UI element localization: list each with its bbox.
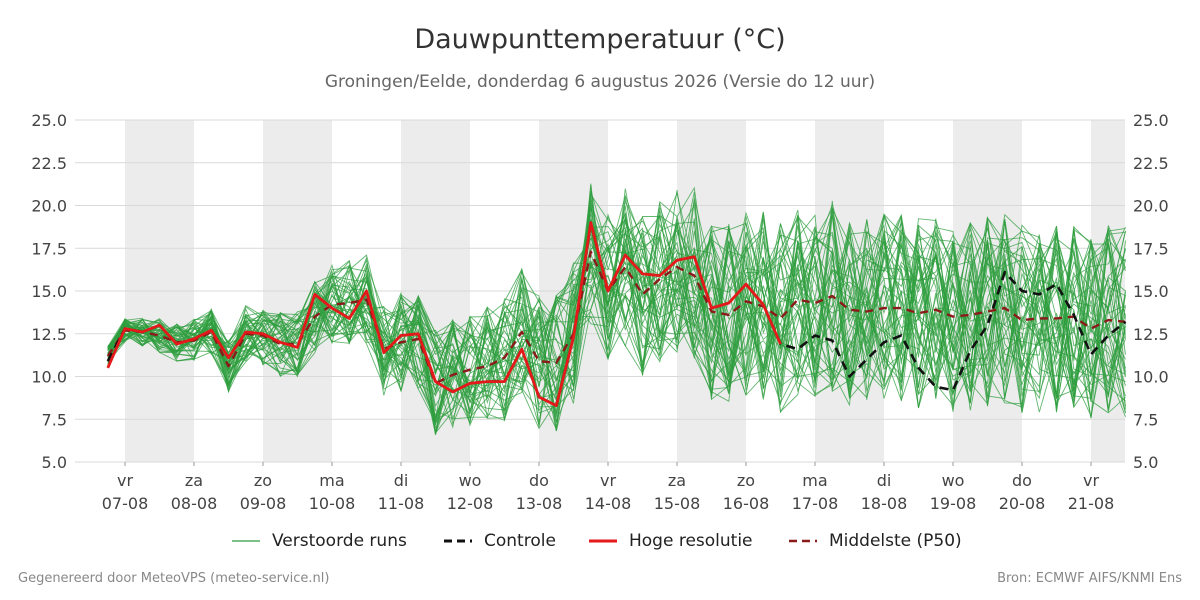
ensemble-member-line xyxy=(107,219,1126,432)
footer-source: Bron: ECMWF AIFS/KNMI Ens xyxy=(997,571,1182,586)
x-tick-day: di xyxy=(877,471,892,490)
series-line-middelste-p50- xyxy=(106,250,1126,385)
x-tick-day: wo xyxy=(942,471,965,490)
x-tick-day: vr xyxy=(600,471,616,490)
x-tick-day: vr xyxy=(1083,471,1099,490)
legend-swatch-ensemble xyxy=(232,540,260,542)
legend: Verstoorde runs Controle Hoge resolutie … xyxy=(0,528,1200,554)
chart-subtitle: Groningen/Eelde, donderdag 6 augustus 20… xyxy=(324,72,876,92)
x-tick-day: do xyxy=(1012,471,1032,490)
x-tick-date: 18-08 xyxy=(861,494,908,513)
x-tick-date: 08-08 xyxy=(171,494,218,513)
y-tick-label-left: 20.0 xyxy=(31,197,67,216)
x-tick-date: 17-08 xyxy=(792,494,839,513)
legend-item-median: Middelste (P50) xyxy=(789,528,962,554)
y-tick-label-left: 15.0 xyxy=(31,282,67,301)
y-tick-label-right: 17.5 xyxy=(1133,239,1169,258)
ensemble-member-line xyxy=(107,193,1126,413)
x-tick-day: ma xyxy=(802,471,827,490)
x-tick-day: vr xyxy=(117,471,133,490)
axis-labels: 5.0 5.0 7.5 7.5 10.0 10.0 12.5 12.5 15.0 15.0 17.5… xyxy=(31,111,1168,513)
x-tick-day: za xyxy=(668,471,686,490)
legend-item-hires: Hoge resolutie xyxy=(589,528,753,554)
chart-title: Dauwpunttemperatuur (°C) xyxy=(414,24,786,55)
y-tick-label-left: 17.5 xyxy=(31,239,67,258)
x-tick-day: do xyxy=(529,471,549,490)
y-tick-label-right: 7.5 xyxy=(1133,410,1158,429)
y-tick-label-left: 7.5 xyxy=(42,410,67,429)
y-tick-label-left: 5.0 xyxy=(42,453,67,472)
y-tick-label-right: 15.0 xyxy=(1133,282,1169,301)
x-tick-day: zo xyxy=(254,471,272,490)
legend-label-ensemble: Verstoorde runs xyxy=(272,531,407,551)
legend-label-median: Middelste (P50) xyxy=(829,531,962,551)
y-tick-label-left: 10.0 xyxy=(31,368,67,387)
x-tick-date: 20-08 xyxy=(999,494,1046,513)
y-tick-label-left: 22.5 xyxy=(31,154,67,173)
ensemble-member-line xyxy=(107,200,1126,417)
x-tick-day: ma xyxy=(319,471,344,490)
footer-credit: Gegenereerd door MeteoVPS (meteo-service… xyxy=(18,571,330,586)
y-tick-label-left: 25.0 xyxy=(31,111,67,130)
series-line-hoge-resolutie xyxy=(106,221,782,408)
x-tick-day: zo xyxy=(737,471,755,490)
legend-label-hires: Hoge resolutie xyxy=(629,531,753,551)
x-tick-date: 11-08 xyxy=(378,494,425,513)
ensemble-member-line xyxy=(107,213,1126,407)
legend-item-control: Controle xyxy=(444,528,556,554)
ensemble-member-line xyxy=(107,226,1126,421)
x-tick-date: 07-08 xyxy=(102,494,149,513)
x-tick-date: 10-08 xyxy=(309,494,356,513)
ensemble-member-line xyxy=(107,216,1126,430)
y-tick-label-right: 10.0 xyxy=(1133,368,1169,387)
y-tick-label-right: 5.0 xyxy=(1133,453,1158,472)
x-tick-date: 19-08 xyxy=(930,494,977,513)
ensemble-member-line xyxy=(107,200,1126,419)
ensemble-member-line xyxy=(107,199,1126,426)
legend-label-control: Controle xyxy=(484,531,556,551)
y-tick-label-right: 20.0 xyxy=(1133,197,1169,216)
y-tick-label-right: 12.5 xyxy=(1133,325,1169,344)
x-tick-date: 15-08 xyxy=(654,494,701,513)
legend-item-ensemble: Verstoorde runs xyxy=(232,528,407,554)
y-tick-label-left: 12.5 xyxy=(31,325,67,344)
y-tick-label-right: 22.5 xyxy=(1133,154,1169,173)
main-lines xyxy=(106,221,1127,408)
legend-swatch-control xyxy=(444,539,472,543)
x-tick-date: 21-08 xyxy=(1068,494,1115,513)
x-tick-day: di xyxy=(394,471,409,490)
x-tick-date: 13-08 xyxy=(516,494,563,513)
legend-swatch-median xyxy=(789,539,817,543)
y-tick-label-right: 25.0 xyxy=(1133,111,1169,130)
x-tick-day: wo xyxy=(459,471,482,490)
x-tick-date: 16-08 xyxy=(723,494,770,513)
x-tick-date: 12-08 xyxy=(447,494,494,513)
x-tick-day: za xyxy=(185,471,203,490)
legend-swatch-hires xyxy=(589,539,617,543)
x-tick-date: 09-08 xyxy=(240,494,287,513)
ensemble-member-line xyxy=(107,218,1126,419)
x-tick-date: 14-08 xyxy=(585,494,632,513)
